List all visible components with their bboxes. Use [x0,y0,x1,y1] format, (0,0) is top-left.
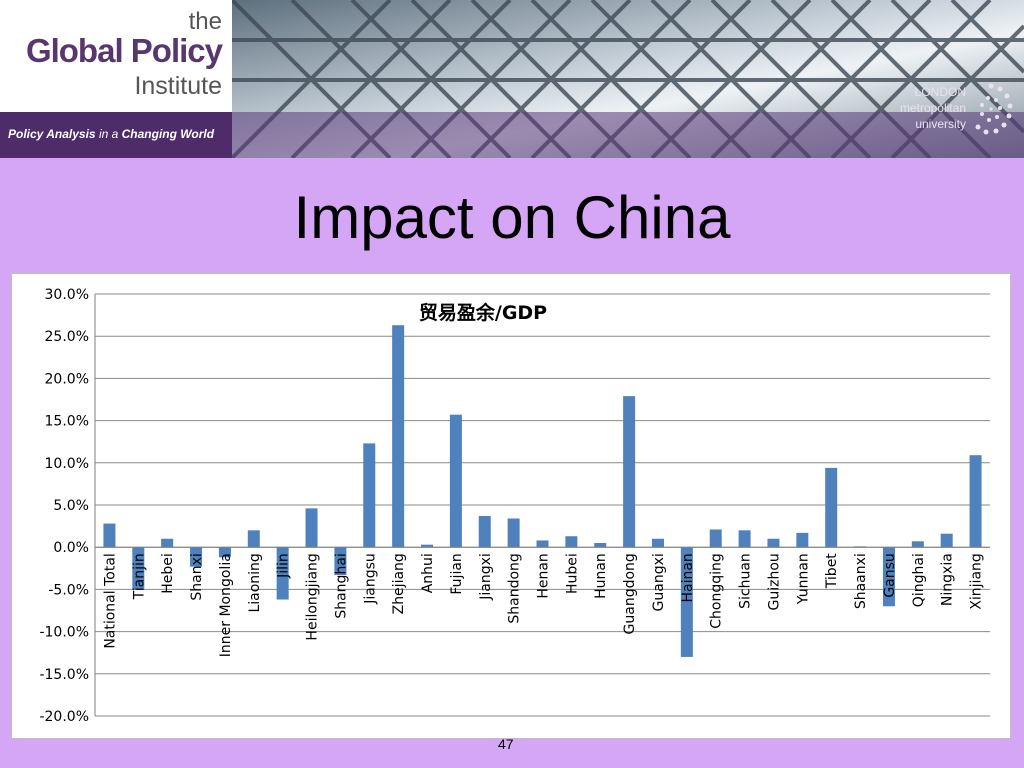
y-tick-label: -15.0% [39,667,89,683]
y-tick-label: 20.0% [45,371,89,387]
bar [334,547,347,576]
bar [103,523,116,548]
x-category-label: Shanxi [189,553,205,600]
x-category-label: Henan [536,553,552,598]
bar [218,547,231,558]
x-category-label: Guizhou [766,553,782,610]
bar [565,536,578,548]
x-category-label: Jilin [276,553,292,579]
bar [478,515,491,548]
y-tick-label: 25.0% [45,329,89,345]
x-category-label: Shandong [507,553,523,623]
bar [421,544,434,548]
y-tick-label: 0.0% [53,540,89,556]
bar [825,467,838,548]
x-category-label: Jiangsu [362,553,378,605]
bar [882,547,895,607]
bar [651,538,664,548]
x-category-label: Yunnan [795,553,811,605]
x-category-label: Anhui [420,553,436,593]
tagline-part-3: Changing World [121,127,215,141]
bar [594,542,607,548]
trade-surplus-gdp-bar-chart: 30.0% 25.0% 20.0% 15.0% 10.0% 5.0% 0.0% -5.0% -1… [39,287,990,725]
x-category-label: Sichuan [738,553,754,609]
page-number: 47 [498,736,514,752]
x-category-label: Tibet [824,553,840,590]
bar [738,530,751,548]
slide-title: Impact on China [293,184,731,251]
x-category-label: Heilongjiang [305,553,321,640]
y-tick-label: 30.0% [45,287,89,303]
london-metropolitan-university-logo: LONDON metropolitan university [876,78,1016,156]
x-category-label: Fujian [449,553,465,594]
chart-bars [103,325,982,657]
tagline-bar: Policy Analysis in a Changing World [0,112,232,158]
bar [449,414,462,548]
tagline: Policy Analysis in a Changing World [8,127,214,141]
x-category-label: Zhejiang [391,553,407,614]
bar [161,538,174,548]
lmu-logo-line-3: university [915,117,966,131]
y-tick-label: 10.0% [45,456,89,472]
bar [911,541,924,548]
y-tick-label: 15.0% [45,414,89,430]
bar [796,532,809,548]
bar [623,396,636,548]
bar [507,518,520,548]
chart-y-tick-labels: 30.0% 25.0% 20.0% 15.0% 10.0% 5.0% 0.0% -5.0% -1… [39,287,89,725]
chart-panel: 30.0% 25.0% 20.0% 15.0% 10.0% 5.0% 0.0% -5.0% -1… [11,273,1011,739]
bar [305,508,318,548]
y-tick-label: -10.0% [39,625,89,641]
x-category-label: Ningxia [940,553,956,606]
y-tick-label: -5.0% [48,582,89,598]
bar [363,443,376,548]
bar [969,455,982,548]
lmu-logo-line-2: metropolitan [899,101,966,115]
lmu-dots-icon [975,83,1013,135]
bar [247,530,260,548]
x-category-label: Shanghai [333,553,349,618]
x-category-label: Gansu [882,553,898,597]
x-category-label: Tianjin [131,553,147,600]
logo-institute-text: Institute [134,72,222,100]
bar [132,547,145,590]
bar [767,538,780,548]
x-category-label: Hunan [593,553,609,599]
y-tick-label: 5.0% [53,498,89,514]
x-category-label: Hubei [564,553,580,594]
bar [190,547,203,567]
x-category-label: Qinghai [911,553,927,607]
x-category-label: Xinjiang [969,553,985,609]
chart-axes [94,294,990,716]
slide-header: the Global Policy Institute Policy Analy… [0,0,1024,158]
logo-global-policy-text: Global Policy [25,32,223,69]
x-category-label: Shaanxi [853,553,869,609]
bar [709,529,722,548]
x-category-label: National Total [102,553,118,648]
bar [680,547,693,657]
x-category-label: Inner Mongolia [218,553,234,657]
bar [276,547,289,600]
bar [940,533,953,548]
x-category-label: Hainan [680,553,696,602]
header-photo-overlay-band [232,112,1024,158]
chart-title: 贸易盈余/GDP [419,301,547,324]
x-category-label: Liaoning [247,553,263,612]
y-tick-label: -20.0% [39,709,89,725]
x-category-label: Guangxi [651,553,667,611]
bar [392,325,405,548]
chart-x-category-labels: National Total Tianjin Hebei Shanxi Inner Mo… [102,553,984,658]
x-category-label: Hebei [160,553,176,594]
lmu-logo-line-1: LONDON [914,85,966,99]
tagline-part-1: Policy Analysis [8,127,96,141]
tagline-part-2: in a [95,127,122,141]
x-category-label: Jiangxi [478,553,494,601]
x-category-label: Chongqing [709,553,725,629]
bar [536,540,549,548]
x-category-label: Guangdong [622,553,638,634]
logo-the-text: the [188,8,222,35]
